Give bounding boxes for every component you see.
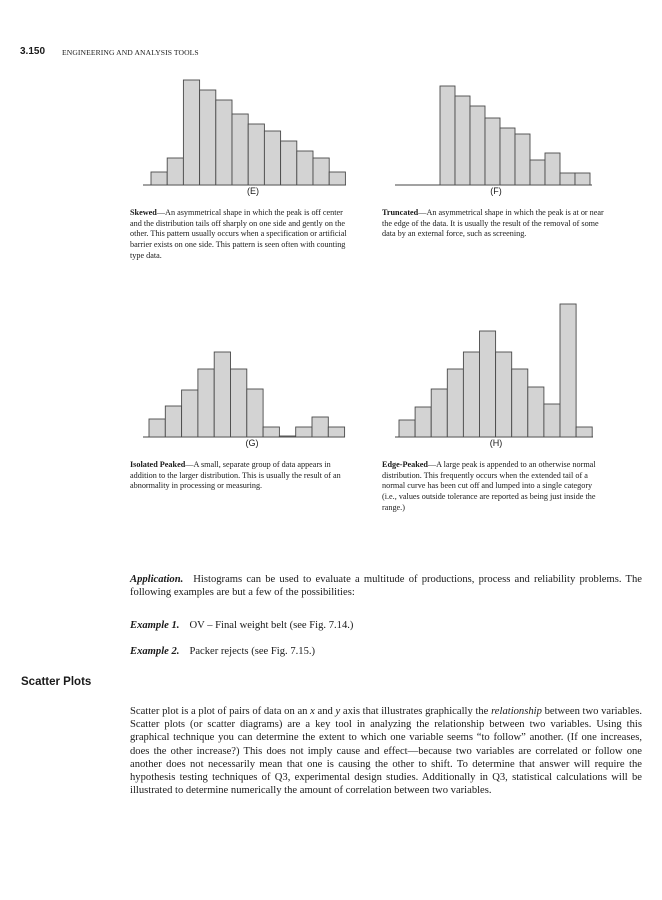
histogram-bar [544, 152, 561, 186]
histogram-bar [166, 157, 184, 186]
histogram-bar [280, 140, 298, 186]
histogram-bar [197, 368, 215, 438]
application-paragraph: Application. Histograms can be used to ev… [130, 573, 642, 599]
caption-edge-peaked: Edge-Peaked—A large peak is appended to … [382, 460, 604, 514]
text: and [314, 706, 336, 717]
caption-term: Skewed [130, 208, 157, 217]
histogram-e [143, 79, 346, 186]
histogram-bar [213, 351, 231, 438]
figure-label-f: (F) [490, 186, 502, 196]
histogram-bar [511, 368, 529, 438]
histogram-bar [414, 406, 432, 438]
histogram-bar [246, 388, 264, 438]
figure-label-g: (G) [245, 438, 259, 448]
histogram-bar [312, 157, 330, 186]
page-number: 3.150 [20, 46, 46, 57]
histogram-bar [296, 150, 314, 186]
caption-text: —A small, separate group of data appears… [130, 460, 341, 491]
caption-term: Isolated Peaked [130, 460, 186, 469]
scatter-paragraph: Scatter plot is a plot of pairs of data … [130, 705, 642, 797]
caption-text: —A large peak is appended to an otherwis… [382, 460, 596, 512]
caption-term: Truncated [382, 208, 419, 217]
histogram-bar [262, 426, 280, 438]
histogram-bar [543, 403, 561, 438]
caption-truncated: Truncated—An asymmetrical shape in which… [382, 208, 604, 240]
example-1: Example 1. OV – Final weight belt (see Fi… [130, 619, 642, 632]
histogram-bar [199, 89, 217, 186]
histogram-bar [430, 388, 448, 438]
histogram-bar [439, 85, 456, 186]
histogram-bar [311, 416, 329, 438]
histogram-g [143, 351, 346, 438]
histogram-bar [328, 171, 346, 186]
histogram-bar [559, 172, 576, 186]
example-text: OV – Final weight belt (see Fig. 7.14.) [189, 620, 354, 631]
histogram-bar [495, 351, 513, 438]
figure-label-e: (E) [247, 186, 259, 196]
histogram-bar [150, 171, 168, 186]
text-y: y [335, 706, 341, 717]
text: axis that illustrates graphically the [340, 706, 492, 717]
caption-text: —An asymmetrical shape in which the peak… [382, 208, 604, 239]
caption-text: —An asymmetrical shape in which the peak… [130, 208, 347, 260]
histogram-bar [398, 419, 416, 438]
section-heading: Scatter Plots [21, 676, 92, 688]
histogram-bar [462, 351, 480, 438]
histogram-bar [469, 105, 486, 186]
caption-isolated-peaked: Isolated Peaked—A small, separate group … [130, 460, 352, 492]
histogram-bar [263, 130, 282, 186]
text: between two variables. Scatter plots (or… [130, 706, 643, 797]
example-text: Packer rejects (see Fig. 7.15.) [189, 646, 316, 657]
example-2: Example 2. Packer rejects (see Fig. 7.15.… [130, 645, 642, 658]
histogram-bar [484, 117, 501, 186]
histogram-bar [574, 172, 591, 186]
application-text: Histograms can be used to evaluate a mul… [130, 574, 642, 599]
histogram-bar [148, 418, 166, 438]
histogram-bar [559, 303, 577, 438]
figure-label-h: (H) [489, 438, 503, 448]
caption-skewed: Skewed—An asymmetrical shape in which th… [130, 208, 352, 262]
histogram-bar [231, 113, 249, 186]
histogram-bar [479, 330, 497, 438]
histogram-bar [514, 133, 531, 186]
histogram-bar [247, 123, 265, 186]
histogram-h [395, 303, 593, 438]
histogram-bar [527, 386, 545, 438]
histogram-bar [575, 426, 593, 438]
histogram-bar [181, 389, 199, 438]
histogram-bar [164, 405, 183, 438]
example-lead: Example 2. [130, 646, 180, 657]
histogram-bar [327, 426, 346, 438]
running-head: ENGINEERING AND ANALYSIS TOOLS [62, 48, 199, 57]
caption-term: Edge-Peaked [382, 460, 428, 469]
text-relationship: relationship [491, 706, 542, 717]
histogram-bar [215, 99, 233, 186]
histogram-f [395, 85, 592, 186]
histogram-bar [278, 435, 297, 438]
text: Scatter plot is a plot of pairs of data … [130, 706, 311, 717]
histogram-bar [499, 127, 516, 186]
text-x: x [310, 706, 315, 717]
histogram-bar [529, 159, 546, 186]
histogram-bar [182, 79, 201, 186]
example-lead: Example 1. [130, 620, 180, 631]
application-lead: Application. [130, 574, 184, 585]
histogram-bar [454, 95, 471, 186]
histogram-bar [446, 368, 464, 438]
histogram-bar [230, 368, 248, 438]
histogram-bar [295, 426, 313, 438]
